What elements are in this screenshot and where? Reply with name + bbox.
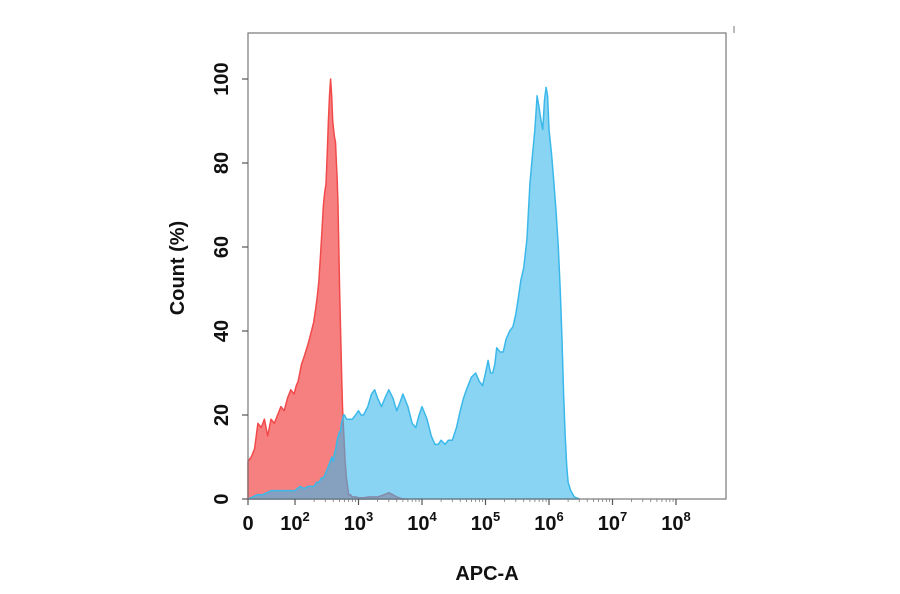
y-tick-label: 80 <box>211 152 233 174</box>
y-tick-label: 0 <box>211 493 233 504</box>
x-tick-label: 0 <box>242 513 253 535</box>
x-tick-label: 107 <box>598 509 627 535</box>
x-axis-title: APC-A <box>455 563 518 585</box>
x-axis: 0 102 103 104 105 106 107 108 <box>242 499 691 535</box>
x-tick-label: 103 <box>344 509 373 535</box>
y-tick-label: 100 <box>211 62 233 95</box>
y-axis: 0 20 40 60 80 100 <box>211 62 248 505</box>
y-axis-title: Count (%) <box>167 221 189 315</box>
series-2-area <box>247 86 581 500</box>
x-tick-label: 108 <box>661 509 690 535</box>
y-tick-label: 20 <box>211 404 233 426</box>
series-layer <box>247 78 581 500</box>
x-tick-label: 102 <box>280 509 309 535</box>
y-tick-label: 60 <box>211 236 233 258</box>
plot-frame <box>247 32 727 500</box>
x-tick-label: 104 <box>407 509 437 535</box>
x-tick-label: 106 <box>534 509 563 535</box>
x-tick-label: 105 <box>471 509 500 535</box>
y-tick-label: 40 <box>211 320 233 342</box>
